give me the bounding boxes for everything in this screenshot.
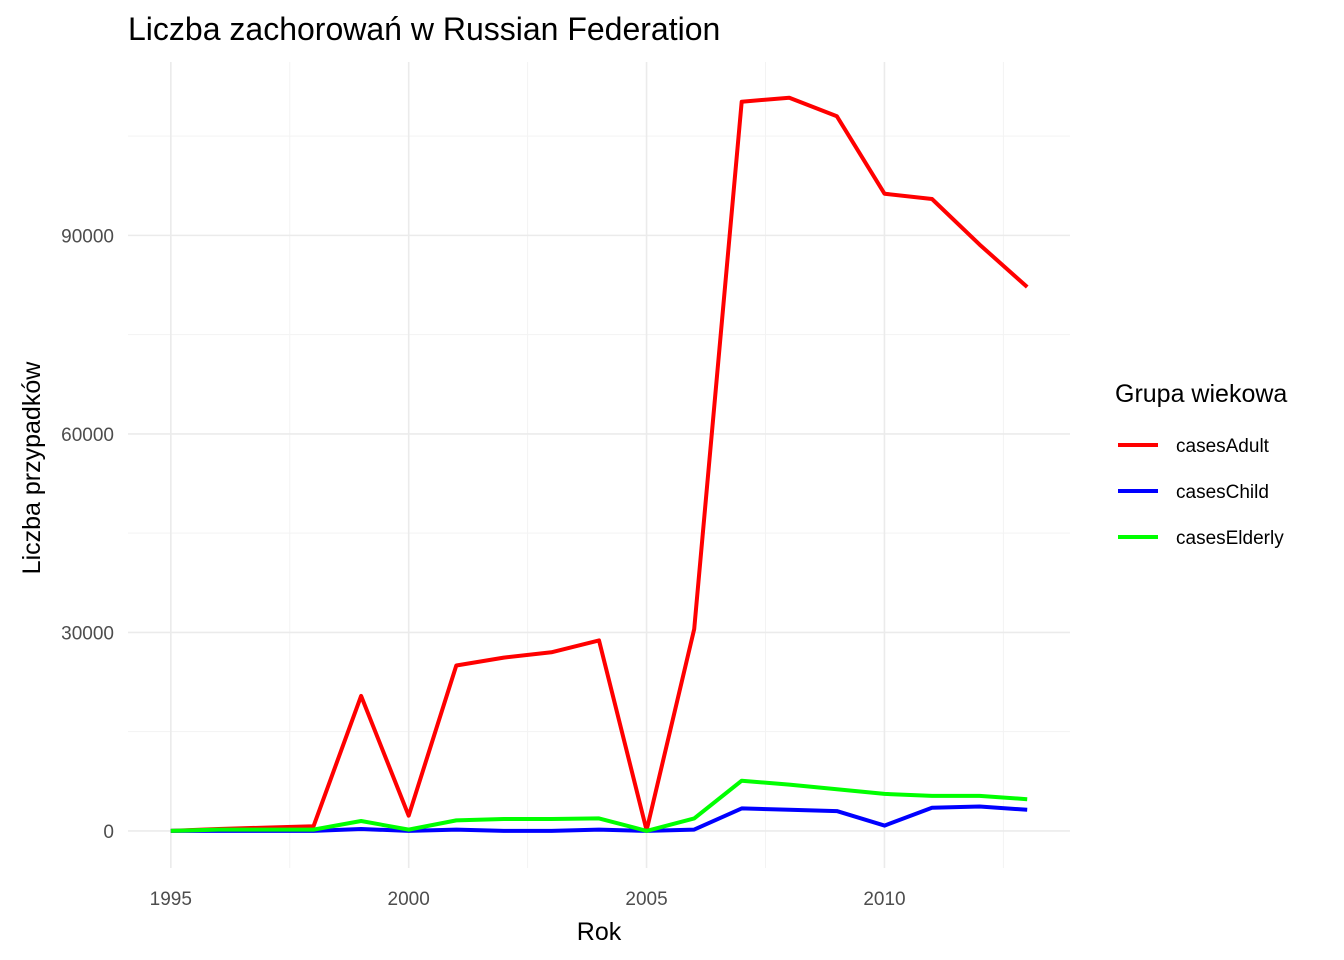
x-axis-tick-labels: 1995 2000 2005 2010 (150, 889, 906, 910)
legend-title: Grupa wiekowa (1115, 380, 1287, 408)
y-tick-label: 30000 (61, 623, 114, 644)
series-line-casesElderly (170, 778, 1028, 833)
y-tick-label: 60000 (61, 425, 114, 446)
x-axis-title: Rok (577, 918, 622, 946)
legend-label-casesAdult: casesAdult (1176, 436, 1270, 457)
minor-gridlines (128, 62, 1070, 868)
y-tick-label: 90000 (61, 226, 114, 247)
x-tick-label: 2005 (625, 889, 667, 910)
chart-title: Liczba zachorowań w Russian Federation (128, 11, 720, 47)
y-tick-label: 0 (103, 822, 114, 843)
series-line-casesAdult (170, 95, 1029, 833)
x-tick-label: 2010 (863, 889, 905, 910)
series-lines (170, 95, 1029, 833)
y-axis-tick-labels: 0 30000 60000 90000 (61, 226, 114, 843)
x-tick-label: 2000 (388, 889, 430, 910)
x-tick-label: 1995 (150, 889, 192, 910)
major-gridlines (128, 62, 1070, 868)
legend: Grupa wiekowa casesAdult casesChild casesE… (1115, 380, 1287, 549)
legend-label-casesElderly: casesElderly (1176, 528, 1284, 549)
y-axis-title: Liczba przypadków (18, 361, 46, 575)
legend-label-casesChild: casesChild (1176, 482, 1269, 503)
